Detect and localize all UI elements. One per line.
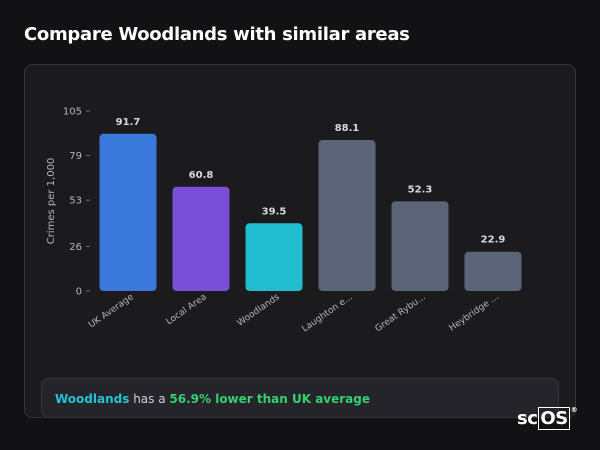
- bar-4: [391, 201, 449, 291]
- bar-value-label: 39.5: [262, 206, 287, 217]
- bar-value-label: 52.3: [408, 184, 433, 195]
- y-tick-label: 79: [69, 151, 82, 162]
- bar-3: [318, 139, 376, 291]
- category-label: Great Rybu...: [374, 292, 428, 334]
- bar-1: [172, 186, 230, 291]
- bar-value-label: 88.1: [335, 123, 360, 134]
- y-tick-label: 53: [69, 196, 82, 207]
- bar-value-label: 91.7: [116, 117, 141, 128]
- category-label: UK Average: [87, 292, 136, 330]
- bar-2: [245, 223, 303, 291]
- logo-prefix: sc: [517, 408, 538, 429]
- bar-value-label: 60.8: [189, 170, 214, 181]
- logo-mark: ®: [570, 406, 578, 414]
- y-tick-label: 105: [63, 107, 82, 118]
- category-label: Laughton e...: [300, 292, 354, 334]
- page-title: Compare Woodlands with similar areas: [24, 24, 410, 45]
- bar-value-label: 22.9: [481, 235, 506, 246]
- category-label: Woodlands: [236, 292, 282, 329]
- summary-middle: has a: [129, 392, 170, 406]
- category-label: Heybridge ...: [448, 292, 501, 333]
- y-tick-label: 26: [69, 242, 82, 253]
- category-label: Local Area: [165, 292, 209, 327]
- summary-subject: Woodlands: [55, 392, 130, 406]
- summary-highlight: 56.9% lower than UK average: [169, 392, 370, 406]
- scos-logo: sc OS ®: [517, 406, 578, 430]
- bar-chart: Crimes per 1,000 0 26 53 79 105 91.7 UK Average…: [46, 107, 522, 335]
- y-axis-label: Crimes per 1,000: [46, 158, 57, 245]
- y-tick-label: 0: [76, 287, 82, 298]
- bar-0: [99, 133, 157, 291]
- logo-boxed: OS: [538, 407, 570, 430]
- bar-5: [464, 251, 522, 291]
- summary-banner: Woodlands has a 56.9% lower than UK aver…: [41, 378, 559, 418]
- chart-card: Crimes per 1,000 0 26 53 79 105 91.7 UK Average…: [24, 64, 576, 418]
